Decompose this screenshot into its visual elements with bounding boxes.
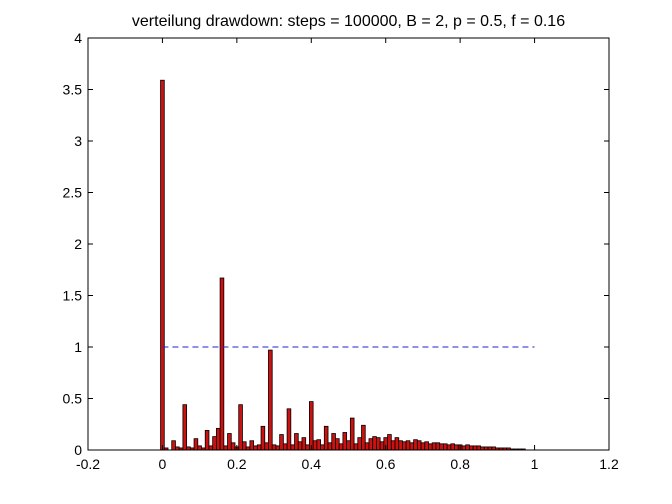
bar-28 [264,442,269,451]
bar-31 [275,445,281,451]
bar-16 [219,277,225,451]
bar-54 [361,424,366,451]
bar-27 [260,425,266,451]
bar-47 [335,438,340,451]
bar-49 [342,432,348,451]
bar-24 [249,440,255,451]
bar-78 [450,443,455,451]
bar-51 [349,417,355,451]
bar-26 [256,444,262,451]
bar-63 [394,437,400,451]
x-tick-label-0: -0.2 [76,456,100,472]
x-tick-label-5: 0.8 [450,456,470,472]
bar-73 [431,442,437,451]
y-tick-label-7: 3.5 [63,82,83,98]
bar-30 [271,444,277,451]
bar-67 [409,442,415,451]
bar-46 [331,433,336,451]
x-tick-label-6: 1 [531,456,539,472]
bar-74 [435,442,441,451]
bar-17 [223,445,228,451]
bar-82 [465,444,470,451]
bar-19 [230,442,236,451]
bar-53 [357,437,362,451]
y-tick-label-3: 1.5 [63,288,83,304]
bar-75 [439,443,444,451]
bar-42 [316,439,321,451]
bar-71 [424,441,429,451]
bar-10 [197,445,202,451]
bar-64 [398,440,403,451]
bar-84 [472,445,478,451]
y-tick-label-4: 2 [74,236,82,252]
bar-21 [238,404,243,451]
bar-52 [353,443,359,451]
y-tick-label-5: 2.5 [63,185,83,201]
plot-area-background [88,38,609,450]
bar-14 [212,436,217,451]
y-tick-label-2: 1 [74,339,82,355]
bar-33 [282,443,288,451]
bar-13 [208,445,214,451]
bar-43 [320,444,325,451]
bar-81 [461,445,467,451]
bar-55 [364,442,370,451]
bar-35 [290,444,295,451]
bar-39 [305,444,310,451]
bar-68 [413,439,418,451]
bar-69 [416,440,422,451]
bar-9 [193,438,199,451]
bar-12 [204,430,210,451]
bar-79 [454,444,459,451]
x-tick-label-7: 1.2 [599,456,619,472]
plot-frame [87,37,610,451]
chart-title: verteilung drawdown: steps = 100000, B =… [132,13,565,30]
x-tick-label-4: 0.6 [376,456,396,472]
bar-83 [469,445,474,451]
bar-37 [297,441,303,451]
x-tick-label-2: 0.2 [227,456,247,472]
y-tick-label-1: 0.5 [63,391,83,407]
bar-22 [242,441,247,451]
bar-48 [338,443,344,451]
x-tick-label-3: 0.4 [302,456,322,472]
bar-6 [182,404,188,451]
bar-57 [372,436,377,451]
x-tick-label-1: 0 [159,456,167,472]
y-tick-label-0: 0 [74,442,82,458]
bar-50 [346,440,351,451]
bar-18 [227,433,232,451]
bar-32 [279,434,284,451]
bar-15 [215,427,221,451]
bar-29 [268,349,273,451]
y-tick-label-8: 4 [74,30,82,46]
bar-66 [405,440,411,451]
bar-3 [171,440,176,451]
bar-59 [379,441,385,451]
y-tick-label-6: 3 [74,133,82,149]
bar-70 [420,442,426,451]
bar-85 [476,445,482,451]
bar-0 [160,79,165,451]
bar-25 [253,445,258,451]
bar-36 [294,433,299,451]
bar-40 [309,401,314,451]
ticks-layer: -0.2 0 0.2 0.4 0.6 0.8 1 1.200.511.522.533.54 [63,30,619,472]
bar-44 [323,425,329,451]
bar-56 [368,438,374,451]
bar-72 [428,443,433,451]
bar-62 [390,440,396,451]
bar-61 [387,434,392,451]
bar-38 [301,437,307,451]
bar-76 [442,443,448,451]
bar-65 [402,441,407,451]
bar-77 [446,444,452,451]
bar-45 [327,442,333,451]
bar-58 [376,437,381,451]
bar-41 [312,440,318,451]
bar-34 [286,408,292,451]
